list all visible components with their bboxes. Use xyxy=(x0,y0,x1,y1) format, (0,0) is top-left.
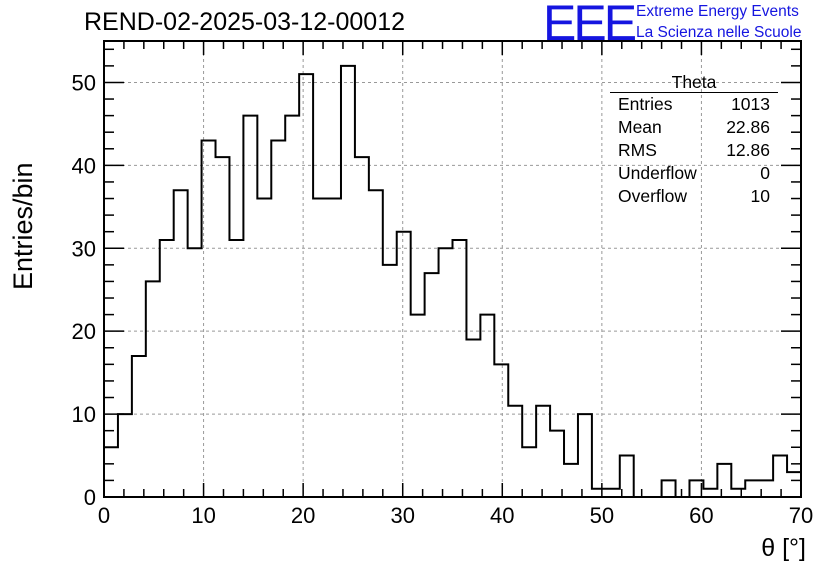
histogram-bin xyxy=(397,232,411,497)
histogram-bin xyxy=(299,74,313,497)
histogram-bin xyxy=(313,199,327,497)
x-tick-label: 70 xyxy=(789,503,813,528)
histogram-bin xyxy=(146,281,160,497)
stats-value: 22.86 xyxy=(726,117,770,137)
histogram-bin xyxy=(257,199,271,497)
histogram-bin xyxy=(132,356,146,497)
x-tick-label: 30 xyxy=(390,503,414,528)
stats-label: Underflow xyxy=(618,163,697,183)
plot-frame xyxy=(103,40,802,498)
stats-label: Mean xyxy=(618,117,662,137)
y-axis-label-container: Entries/bin xyxy=(8,110,38,290)
histogram-bin xyxy=(689,480,703,497)
histogram-bin xyxy=(118,414,132,497)
logo-text-line2: La Scienza nelle Scuole xyxy=(636,24,802,41)
stats-row-mean: Mean 22.86 xyxy=(610,116,778,139)
histogram-bin xyxy=(229,240,243,497)
histogram-bin xyxy=(160,240,174,497)
histogram-bin xyxy=(787,472,801,497)
histogram-bin xyxy=(174,190,188,497)
eee-logo: EEE xyxy=(543,0,637,51)
histogram-bin xyxy=(355,157,369,497)
x-tick-label: 50 xyxy=(590,503,614,528)
histogram-bin xyxy=(592,489,606,497)
histogram-bin xyxy=(494,364,508,497)
x-axis-label: θ [°] xyxy=(761,534,806,562)
histogram-bin xyxy=(104,447,118,497)
x-tick-label: 20 xyxy=(291,503,315,528)
stats-row-overflow: Overflow 10 xyxy=(610,185,778,208)
histogram-bin xyxy=(564,464,578,497)
y-tick-label: 50 xyxy=(72,70,96,95)
histogram-bin xyxy=(508,406,522,497)
histogram-bin xyxy=(773,456,787,497)
histogram-bin xyxy=(216,157,230,497)
histogram-bin xyxy=(425,273,439,497)
stats-value: 10 xyxy=(750,186,770,206)
stats-value: 0 xyxy=(760,163,770,183)
stats-row-underflow: Underflow 0 xyxy=(610,162,778,185)
chart-title: REND-02-2025-03-12-00012 xyxy=(84,8,406,36)
stats-row-rms: RMS 12.86 xyxy=(610,139,778,162)
stats-label: Overflow xyxy=(618,186,688,206)
stats-value: 12.86 xyxy=(726,140,770,160)
stats-box: Theta Entries 1013 Mean 22.86 RMS 12.86 … xyxy=(610,72,778,208)
logo-text-line1: Extreme Energy Events xyxy=(636,3,799,20)
x-tick-label: 10 xyxy=(191,503,215,528)
histogram-bin xyxy=(480,315,494,497)
y-tick-label: 0 xyxy=(84,485,96,510)
x-tick-label: 60 xyxy=(689,503,713,528)
stats-row-entries: Entries 1013 xyxy=(610,93,778,116)
histogram-bin xyxy=(285,116,299,497)
histogram-bin xyxy=(717,464,731,497)
y-tick-label: 10 xyxy=(72,402,96,427)
stats-label: RMS xyxy=(618,140,657,160)
histogram-bin xyxy=(662,480,676,497)
histogram-bin xyxy=(606,489,620,497)
histogram-bin xyxy=(341,66,355,497)
histogram-bin xyxy=(453,240,467,497)
histogram-bin xyxy=(188,248,202,497)
histogram-bin xyxy=(703,489,717,497)
x-tick-label: 40 xyxy=(490,503,514,528)
stats-title: Theta xyxy=(610,72,778,93)
histogram-bin xyxy=(466,339,480,497)
stats-value: 1013 xyxy=(731,94,770,114)
y-tick-label: 30 xyxy=(72,236,96,261)
histogram-bin xyxy=(536,406,550,497)
histogram-bin xyxy=(243,116,257,497)
histogram-bin xyxy=(369,190,383,497)
x-tick-label: 0 xyxy=(98,503,110,528)
histogram-bin xyxy=(439,248,453,497)
y-axis-label: Entries/bin xyxy=(8,162,38,290)
grid-lines xyxy=(104,41,801,497)
histogram-bin xyxy=(745,480,759,497)
histogram-bin xyxy=(383,265,397,497)
histogram-bin xyxy=(327,199,341,497)
histogram-bin xyxy=(522,447,536,497)
histogram-bin xyxy=(411,315,425,497)
tick-labels: 0 10 20 30 40 50 60 70 0 10 20 30 40 50 xyxy=(72,70,814,528)
histogram-bin xyxy=(731,489,745,497)
y-tick-label: 40 xyxy=(72,153,96,178)
histogram-bin xyxy=(271,140,285,497)
histogram-bin xyxy=(578,414,592,497)
histogram-bin xyxy=(759,480,773,497)
histogram-bin xyxy=(620,456,634,497)
histogram-bin xyxy=(550,431,564,497)
histogram-bin xyxy=(202,140,216,497)
stats-label: Entries xyxy=(618,94,673,114)
y-tick-label: 20 xyxy=(72,319,96,344)
